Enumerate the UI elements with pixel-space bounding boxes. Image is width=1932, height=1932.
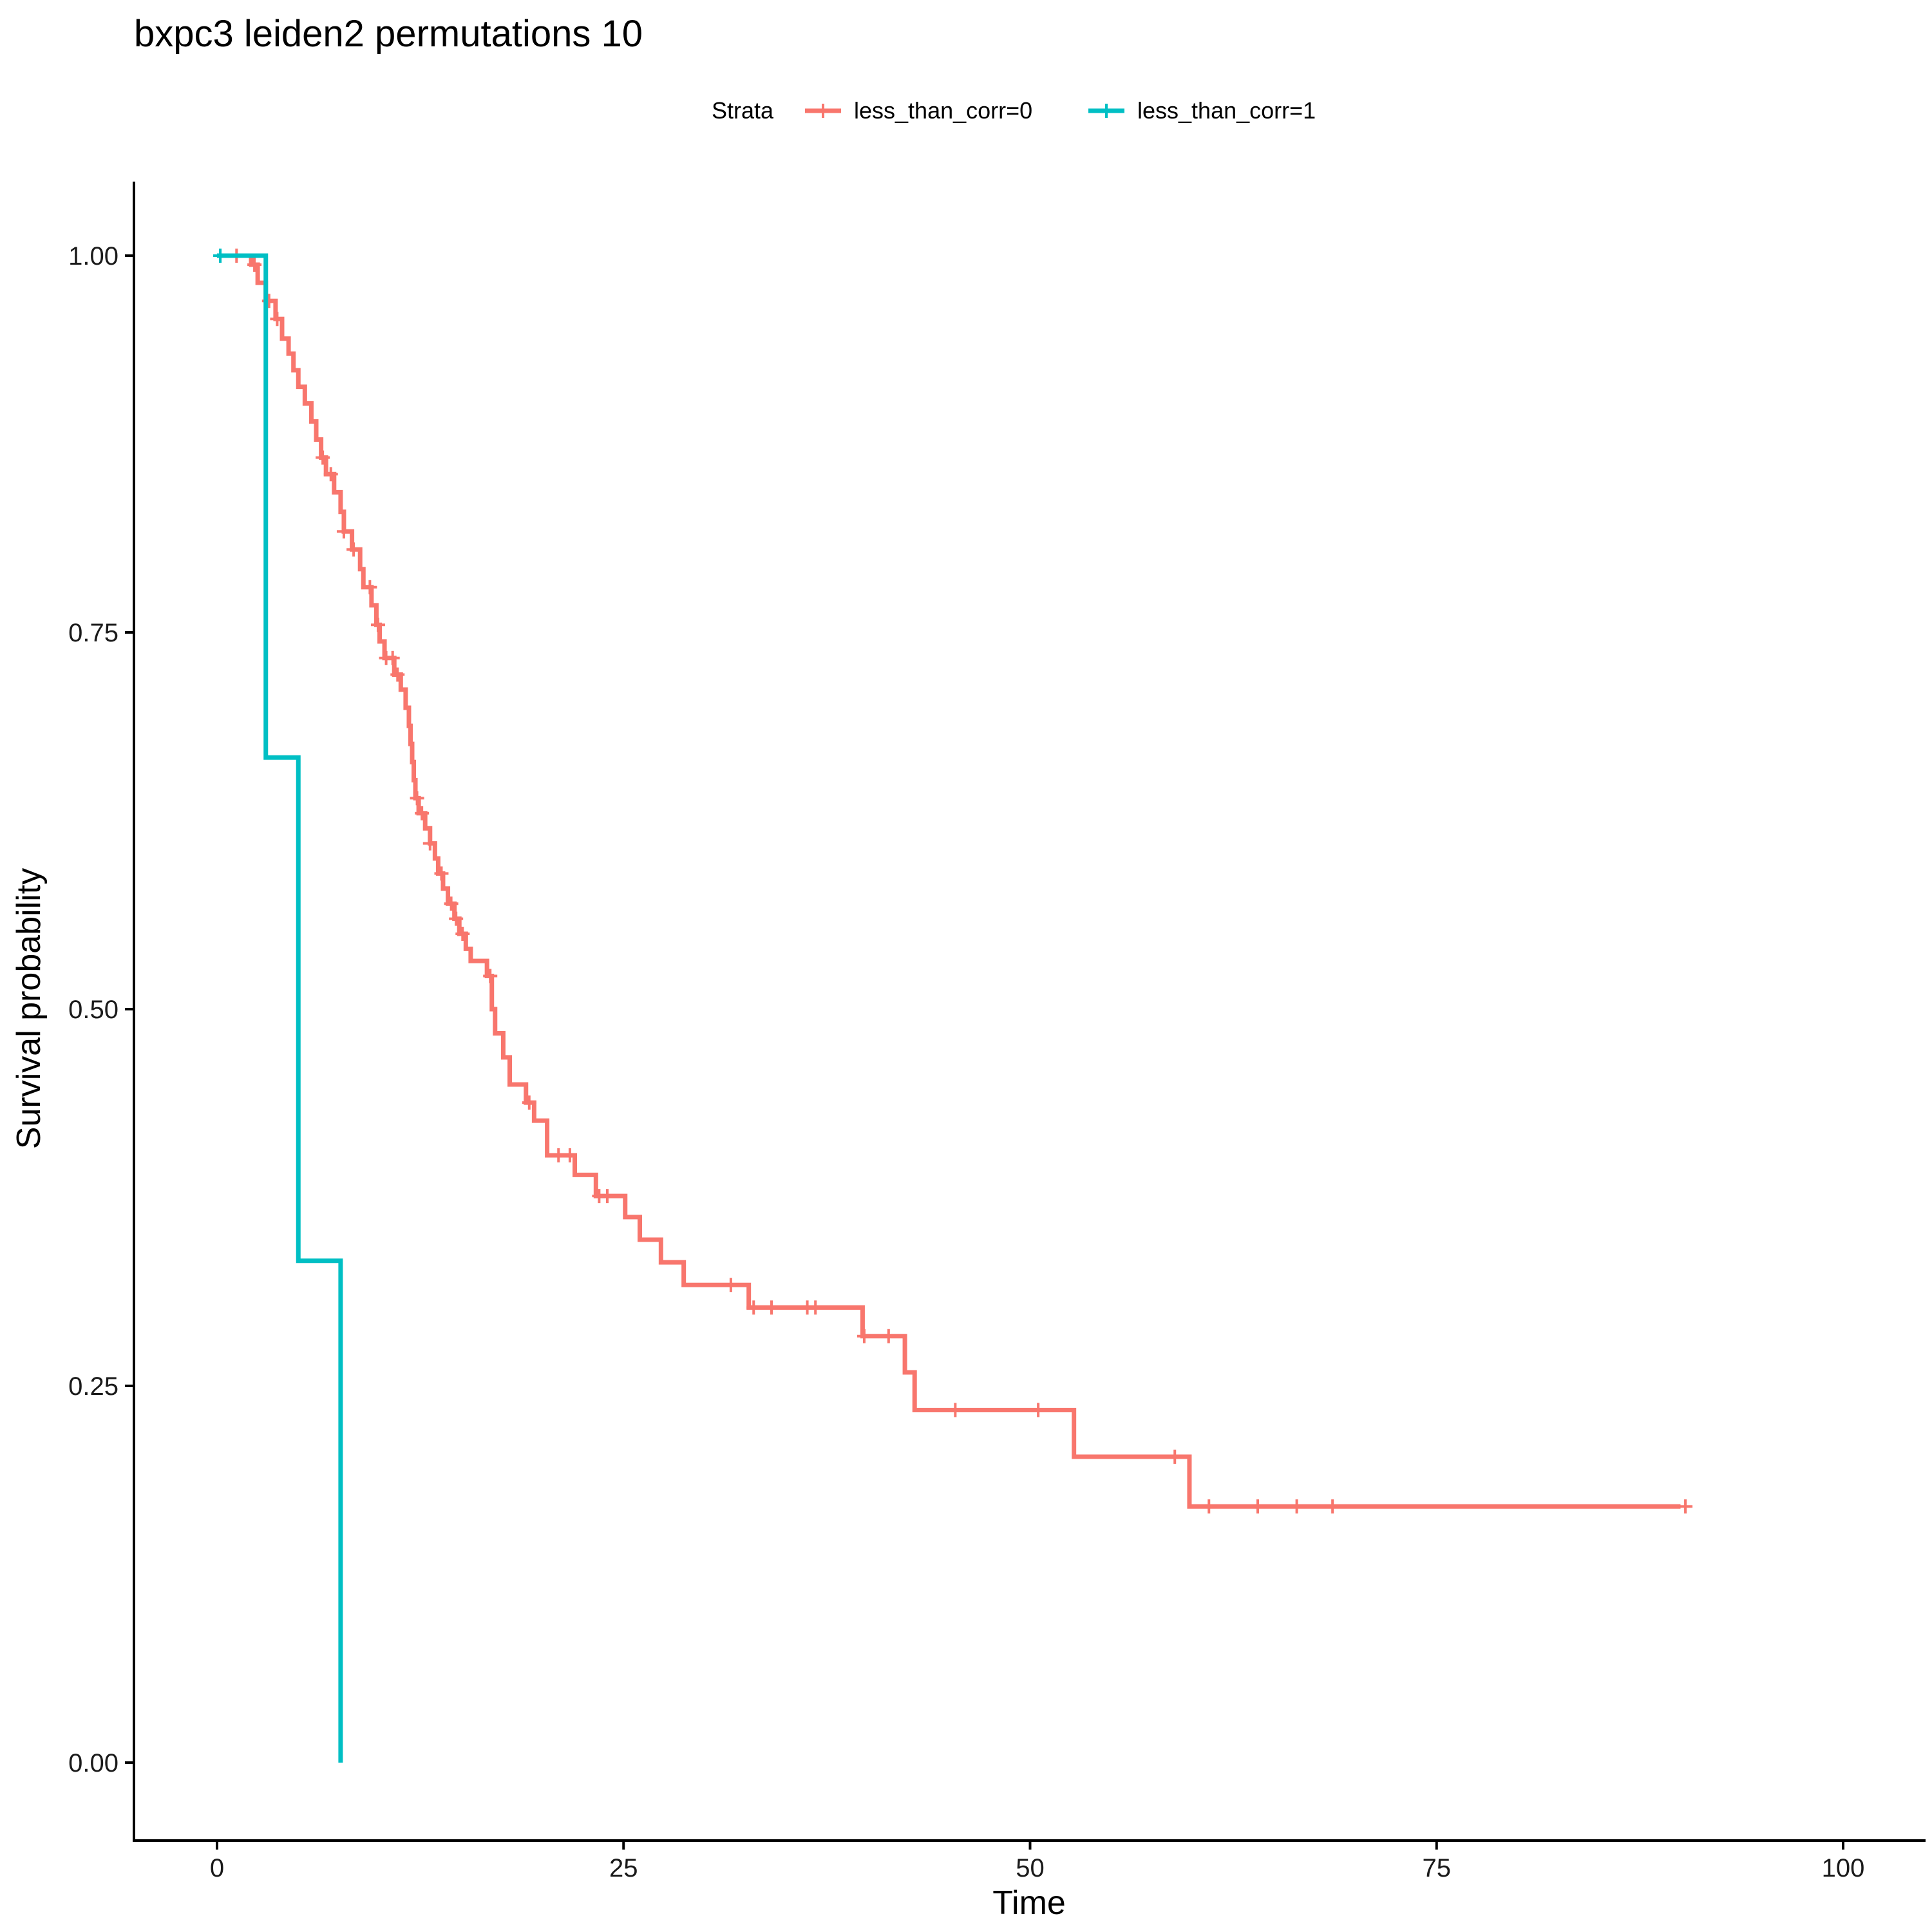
censor-mark — [449, 911, 464, 926]
censor-mark — [410, 791, 424, 806]
y-tick-label: 0.00 — [68, 1749, 118, 1777]
legend-label: less_than_corr=1 — [1137, 97, 1316, 124]
chart-title: bxpc3 leiden2 permutations 10 — [134, 13, 643, 55]
censor-mark — [363, 580, 377, 594]
series-less_than_corr=1 — [213, 249, 343, 1763]
plot-area — [213, 249, 1693, 1763]
censor-mark — [270, 312, 285, 327]
x-tick-label: 100 — [1822, 1854, 1865, 1882]
censor-mark — [415, 806, 430, 820]
censor-mark — [370, 618, 385, 632]
legend-title: Strata — [712, 97, 774, 124]
x-tick-label: 50 — [1016, 1854, 1045, 1882]
censor-mark — [346, 542, 361, 557]
censor-mark — [948, 1403, 963, 1417]
legend-label: less_than_corr=0 — [854, 97, 1032, 124]
censor-mark — [764, 1300, 779, 1315]
legend: Strata less_than_corr=0 less_than_corr=1 — [712, 97, 1316, 124]
censor-mark — [1251, 1499, 1265, 1514]
y-axis-title: Survival probability — [10, 868, 48, 1149]
censor-mark — [213, 249, 228, 263]
x-axis-ticks: 0 25 50 75 100 — [210, 1841, 1865, 1882]
censor-mark — [316, 450, 330, 465]
censor-mark — [483, 969, 498, 983]
y-tick-label: 0.25 — [68, 1372, 118, 1401]
y-tick-label: 0.50 — [68, 996, 118, 1024]
survival-curve — [217, 253, 343, 1763]
censor-mark — [323, 467, 338, 482]
censor-mark — [746, 1300, 761, 1315]
censor-mark — [723, 1278, 738, 1293]
censor-mark — [808, 1300, 823, 1315]
y-tick-label: 0.75 — [68, 619, 118, 647]
censor-mark — [434, 866, 449, 881]
censor-mark — [385, 650, 400, 665]
survival-curve — [217, 253, 1681, 1509]
y-axis-ticks: 0.00 0.25 0.50 0.75 1.00 — [68, 242, 134, 1777]
censor-mark — [857, 1329, 871, 1343]
censor-mark — [1031, 1403, 1046, 1417]
censor-mark — [522, 1095, 536, 1110]
censor-mark — [444, 896, 459, 911]
censor-mark — [422, 836, 437, 851]
legend-item: less_than_corr=1 — [1088, 97, 1316, 124]
x-tick-label: 75 — [1423, 1854, 1452, 1882]
x-tick-label: 25 — [609, 1854, 638, 1882]
legend-item: less_than_corr=0 — [805, 97, 1032, 124]
x-tick-label: 0 — [210, 1854, 224, 1882]
censor-mark — [1202, 1499, 1217, 1514]
censor-mark — [881, 1329, 896, 1343]
censor-mark — [455, 927, 470, 941]
censor-mark — [1289, 1499, 1304, 1514]
censor-mark — [390, 667, 405, 682]
censor-mark — [600, 1189, 614, 1204]
series-less_than_corr=0 — [217, 249, 1693, 1514]
censor-mark — [1678, 1499, 1693, 1514]
censor-mark — [1325, 1499, 1340, 1514]
censor-mark — [1168, 1449, 1182, 1464]
y-tick-label: 1.00 — [68, 242, 118, 270]
censor-mark — [336, 524, 351, 539]
censor-mark — [562, 1148, 577, 1162]
x-axis-title: Time — [992, 1884, 1066, 1922]
censor-mark — [247, 258, 262, 272]
